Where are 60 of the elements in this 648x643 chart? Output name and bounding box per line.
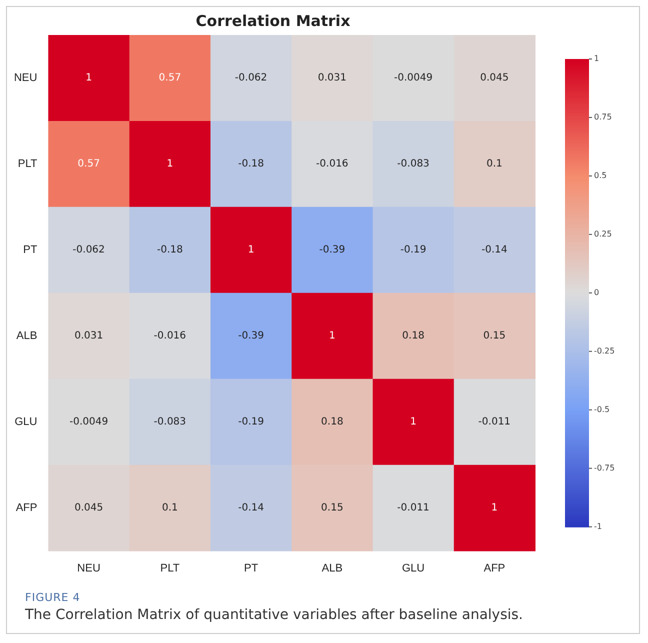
data-label: -0.18: [156, 244, 183, 256]
x-tick-label: PLT: [160, 562, 180, 574]
color-bar-label: -0.5: [594, 404, 610, 414]
data-label: 0.15: [321, 502, 344, 514]
data-label: -0.39: [319, 244, 346, 256]
data-label: -0.011: [478, 416, 511, 428]
data-label: -0.19: [400, 244, 426, 256]
y-tick-label: ALB: [16, 330, 38, 342]
y-tick-label: NEU: [14, 72, 38, 84]
data-label: -0.016: [154, 330, 186, 342]
data-label: 0.1: [486, 158, 502, 170]
data-label: 0.045: [480, 72, 509, 84]
data-label: 0.57: [78, 158, 100, 170]
data-label: -0.0049: [69, 416, 108, 428]
data-label: -0.062: [234, 72, 268, 84]
color-bar-label: 1: [594, 54, 600, 64]
color-bar-label: 0: [594, 288, 600, 297]
data-label: -0.0049: [394, 72, 433, 84]
caption: FIGURE 4: [25, 591, 80, 604]
x-tick-label: GLU: [402, 562, 425, 574]
data-label: 0.031: [318, 72, 346, 84]
data-label: -0.39: [238, 330, 264, 342]
y-tick-label: PLT: [18, 158, 38, 170]
color-bar-label: 0.75: [594, 112, 612, 122]
data-label: -0.18: [238, 158, 264, 170]
color-bar-label: -1: [594, 522, 602, 531]
data-label: 0.18: [321, 416, 344, 428]
data-label: -0.011: [397, 502, 430, 514]
x-tick-label: PT: [244, 562, 258, 574]
chart-title: Correlation Matrix: [196, 12, 351, 30]
data-label: 1: [410, 416, 416, 428]
data-label: -0.016: [316, 158, 348, 170]
data-label: -0.083: [397, 158, 430, 170]
data-label: 1: [491, 502, 498, 514]
data-label: 1: [248, 244, 254, 256]
data-label: 0.15: [483, 330, 506, 342]
data-label: 0.57: [158, 72, 182, 84]
data-label: 0.031: [74, 330, 104, 342]
data-label: -0.14: [482, 244, 508, 256]
y-tick-label: AFP: [16, 502, 38, 514]
data-label: -0.14: [238, 502, 264, 514]
data-label: -0.062: [72, 244, 105, 256]
color-bar-label: -0.75: [594, 463, 615, 472]
y-tick-label: GLU: [14, 416, 38, 428]
data-label: -0.083: [154, 416, 186, 428]
color-bar-label: 0.25: [594, 230, 612, 239]
color-bar-label: 0.5: [594, 171, 607, 180]
data-label: 0.1: [162, 502, 178, 514]
data-label: 1: [86, 72, 92, 84]
text: The Correlation Matrix of quantitative variables after baseline analysis.: [25, 607, 524, 623]
data-label: 1: [166, 158, 174, 170]
color-bar-label: -0.25: [594, 346, 615, 356]
data-label: 0.045: [74, 502, 104, 514]
data-label: 0.18: [402, 330, 424, 342]
x-tick-label: AFP: [484, 562, 506, 574]
y-tick-label: PT: [23, 244, 38, 256]
x-tick-label: ALB: [322, 562, 343, 574]
x-tick-label: NEU: [77, 562, 100, 574]
data-label: 1: [328, 330, 336, 342]
data-label: -0.19: [238, 416, 264, 428]
